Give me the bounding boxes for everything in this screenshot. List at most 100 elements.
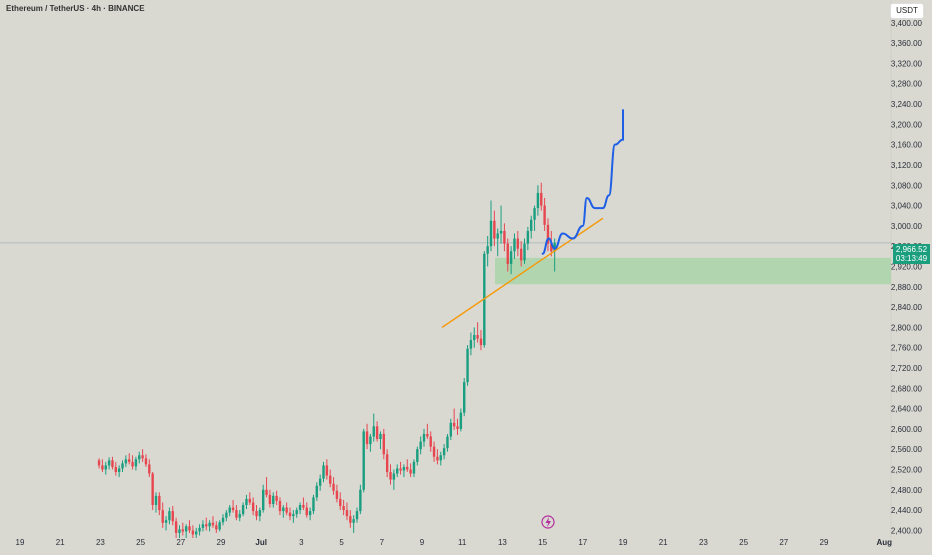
y-tick-label: 3,360.00 — [891, 39, 923, 48]
lightning-glyph — [545, 517, 551, 528]
candle-up — [442, 448, 446, 456]
candle-up — [117, 468, 121, 473]
x-tick-label: 11 — [458, 538, 467, 547]
x-tick-label: 25 — [136, 538, 145, 547]
candle-down — [543, 205, 546, 225]
candle-up — [241, 505, 245, 515]
candle-down — [332, 483, 335, 491]
y-tick-label: 3,240.00 — [891, 100, 923, 109]
candle-down — [339, 498, 342, 507]
candle-up — [463, 382, 466, 413]
candle-up — [449, 422, 453, 437]
candle-up — [121, 463, 124, 469]
candle-up — [238, 514, 241, 518]
candle-up — [553, 242, 556, 252]
candle-up — [422, 433, 426, 442]
y-tick-label: 2,600.00 — [891, 425, 923, 434]
candle-down — [476, 334, 479, 339]
candle-up — [496, 233, 499, 239]
y-tick-label: 2,760.00 — [891, 344, 923, 353]
y-tick-label: 2,480.00 — [891, 486, 923, 495]
y-tick-label: 2,400.00 — [891, 526, 923, 535]
candle-up — [412, 461, 416, 474]
candle-down — [365, 431, 369, 445]
candle-down — [389, 472, 392, 480]
current-price-tag: 2,966.52 03:13:49 — [893, 244, 930, 264]
candle-up — [459, 412, 463, 429]
x-tick-label: 13 — [498, 538, 507, 547]
candle-up — [466, 348, 469, 383]
lightning-icon[interactable] — [541, 515, 555, 529]
y-tick-label: 2,800.00 — [891, 323, 923, 332]
candle-down — [235, 510, 238, 518]
candle-up — [198, 527, 201, 532]
candle-down — [302, 505, 305, 508]
candle-up — [379, 433, 382, 440]
candle-down — [268, 494, 272, 504]
candle-up — [272, 495, 275, 504]
candle-down — [231, 507, 235, 511]
candle-down — [325, 465, 329, 476]
x-tick-label: 3 — [299, 538, 304, 547]
candle-up — [419, 441, 422, 450]
candle-down — [285, 507, 288, 513]
x-tick-label: 21 — [659, 538, 668, 547]
candle-up — [355, 511, 359, 520]
candle-down — [215, 525, 218, 530]
candle-down — [429, 436, 432, 447]
candle-up — [134, 459, 138, 467]
candle-down — [211, 522, 215, 526]
candle-down — [251, 502, 255, 512]
candle-down — [205, 524, 208, 527]
candle-up — [523, 243, 526, 261]
candle-up — [359, 489, 362, 512]
candle-up — [168, 511, 171, 521]
candle-down — [456, 426, 459, 429]
candle-up — [282, 507, 285, 512]
candle-down — [349, 516, 352, 523]
current-price-label: 2,966.52 — [895, 245, 928, 254]
candle-down — [161, 510, 164, 523]
x-tick-label: 17 — [578, 538, 587, 547]
x-tick-label: 23 — [96, 538, 105, 547]
candle-up — [164, 520, 168, 523]
candle-down — [329, 475, 332, 484]
candle-down — [305, 507, 308, 516]
y-tick-label: 3,120.00 — [891, 161, 923, 170]
y-tick-label: 3,200.00 — [891, 120, 923, 129]
candle-down — [546, 224, 550, 244]
x-tick-label: 19 — [619, 538, 628, 547]
candle-down — [399, 468, 402, 471]
candle-up — [184, 526, 188, 532]
x-tick-label: 7 — [380, 538, 385, 547]
candle-up — [369, 436, 372, 445]
candle-up — [308, 511, 312, 516]
currency-button[interactable]: USDT — [890, 3, 924, 19]
x-tick-label: 25 — [739, 538, 748, 547]
candle-up — [318, 478, 322, 486]
candle-up — [499, 230, 503, 234]
x-tick-label: 29 — [217, 538, 226, 547]
candle-up — [218, 522, 221, 530]
candle-up — [107, 460, 111, 466]
x-tick-label: 15 — [538, 538, 547, 547]
y-tick-label: 2,880.00 — [891, 283, 923, 292]
candle-down — [288, 512, 292, 517]
candle-up — [154, 495, 158, 506]
candle-countdown-label: 03:13:49 — [895, 254, 928, 263]
candle-up — [392, 473, 396, 480]
candle-up — [416, 449, 419, 462]
candle-up — [446, 436, 449, 449]
y-tick-label: 3,080.00 — [891, 181, 923, 190]
y-tick-label: 2,920.00 — [891, 262, 923, 271]
projection-path[interactable] — [541, 109, 625, 255]
candle-down — [406, 466, 409, 470]
candle-up — [208, 522, 211, 527]
candle-down — [385, 454, 389, 473]
candle-up — [258, 510, 262, 517]
candle-down — [181, 529, 185, 532]
candle-up — [322, 465, 325, 479]
support-zone[interactable] — [495, 257, 891, 285]
